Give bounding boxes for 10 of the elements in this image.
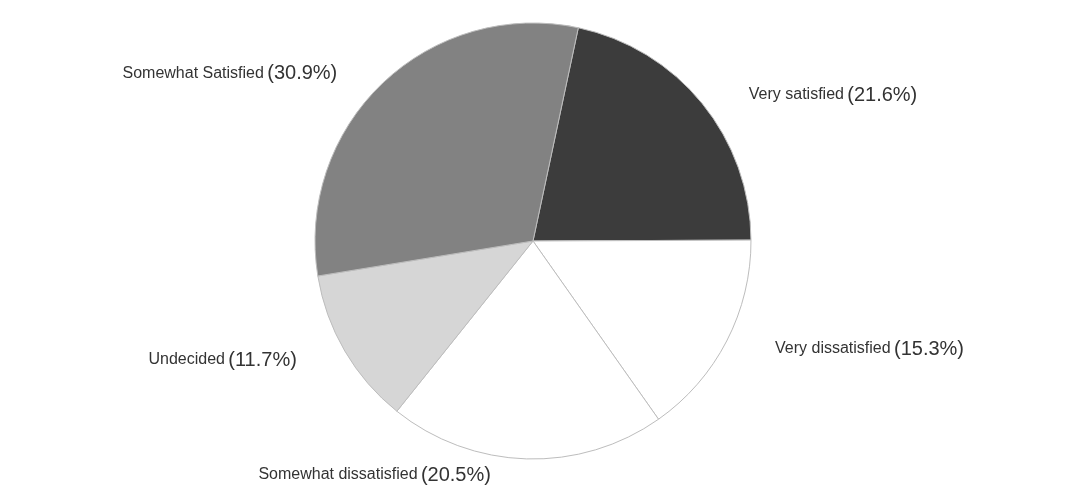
- data-label: (11.7%): [228, 347, 297, 370]
- data-label: (21.6%): [847, 82, 918, 105]
- data-label: (20.5%): [420, 462, 491, 485]
- slice-label: Very satisfied: [748, 85, 844, 103]
- data-label: (30.9%): [267, 61, 338, 84]
- slice-label: Somewhat Satisfied: [122, 63, 264, 81]
- slice-label: Somewhat dissatisfied: [258, 465, 418, 483]
- data-label: (15.3%): [893, 336, 965, 359]
- slice-label: Very dissatisfied: [775, 339, 891, 357]
- slice-label: Undecided: [148, 350, 225, 368]
